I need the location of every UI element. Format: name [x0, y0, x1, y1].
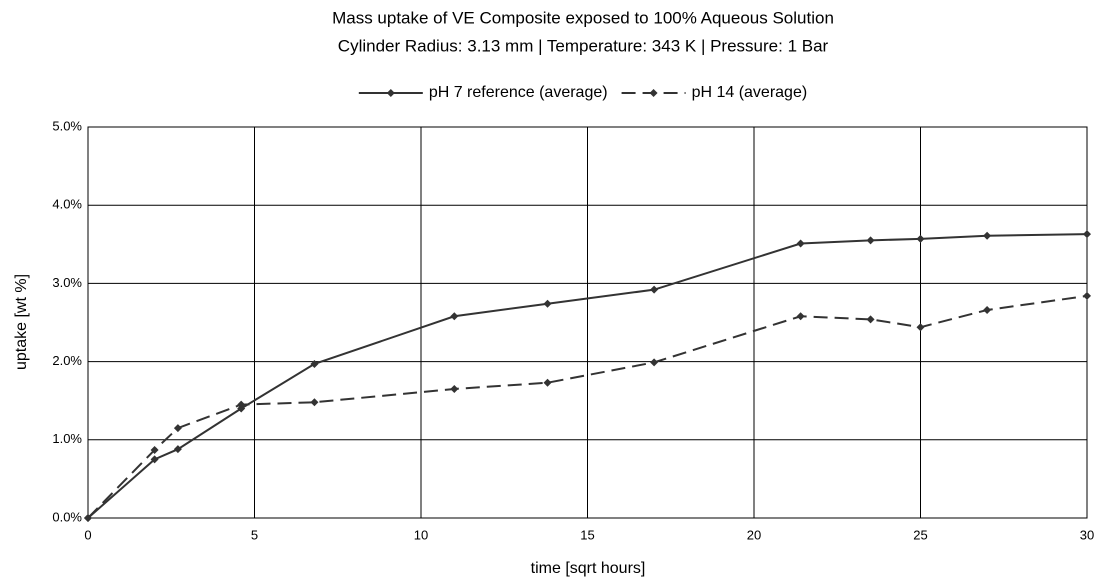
y-tick-label: 1.0%	[52, 431, 82, 446]
data-point	[84, 514, 92, 522]
data-point	[866, 236, 875, 245]
x-tick-label: 25	[913, 527, 927, 542]
data-point	[916, 234, 925, 243]
legend-marker	[649, 89, 658, 97]
x-tick-label: 0	[84, 527, 91, 542]
data-point	[796, 239, 805, 248]
data-point	[1083, 291, 1091, 300]
chart-subtitle: Cylinder Radius: 3.13 mm | Temperature: …	[338, 36, 829, 55]
data-point	[173, 424, 182, 433]
data-point	[150, 455, 159, 464]
legend-label: pH 14 (average)	[692, 84, 808, 101]
data-point	[543, 299, 552, 308]
y-tick-label: 2.0%	[52, 353, 82, 368]
x-tick-label: 15	[580, 527, 594, 542]
data-point	[650, 285, 659, 294]
data-point	[150, 445, 159, 454]
y-axis-label: uptake [wt %]	[13, 274, 30, 370]
data-point	[310, 398, 319, 407]
data-point	[983, 305, 992, 314]
data-point	[450, 384, 459, 393]
data-point	[1083, 230, 1091, 239]
x-tick-label: 30	[1080, 527, 1094, 542]
data-point	[310, 359, 319, 368]
data-point	[543, 378, 552, 387]
legend-marker	[386, 89, 395, 97]
data-point	[237, 400, 246, 409]
plot-frame	[87, 126, 1088, 519]
x-tick-label: 20	[747, 527, 761, 542]
x-tick-label: 10	[414, 527, 428, 542]
data-point	[796, 312, 805, 321]
y-tick-label: 3.0%	[52, 275, 82, 290]
y-tick-label: 5.0%	[52, 118, 82, 133]
y-tick-label: 4.0%	[52, 197, 82, 212]
x-axis-label: time [sqrt hours]	[531, 560, 646, 577]
legend-label: pH 7 reference (average)	[429, 84, 608, 101]
data-point	[450, 312, 459, 321]
y-tick-label: 0.0%	[52, 509, 82, 524]
x-tick-label: 5	[251, 527, 258, 542]
data-point	[173, 445, 182, 454]
data-point	[650, 358, 659, 367]
data-point	[916, 323, 925, 332]
chart-title: Mass uptake of VE Composite exposed to 1…	[332, 8, 834, 27]
data-point	[866, 315, 875, 324]
data-point	[983, 231, 992, 240]
